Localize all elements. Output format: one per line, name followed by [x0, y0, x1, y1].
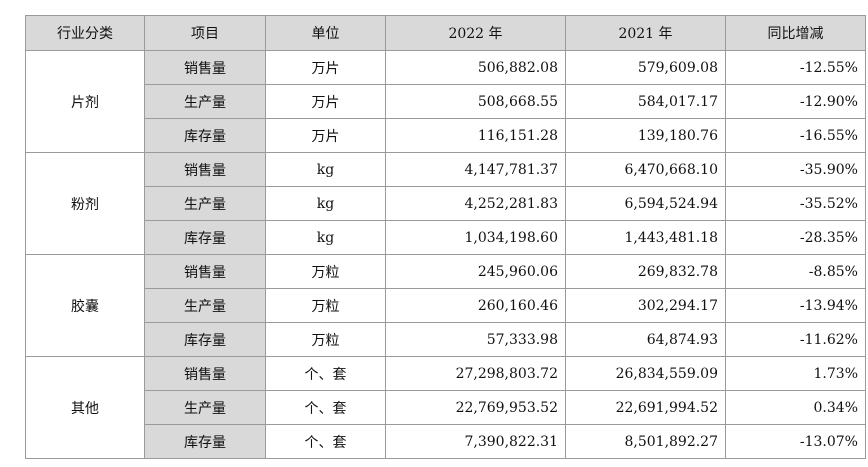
value-2021-cell: 6,594,524.94 — [565, 186, 726, 221]
value-2022-cell: 27,298,803.72 — [385, 356, 566, 391]
item-cell: 销售量 — [144, 152, 266, 187]
unit-cell: 万片 — [265, 50, 386, 85]
item-cell: 生产量 — [144, 84, 266, 119]
unit-cell: 万粒 — [265, 288, 386, 323]
value-2021-cell: 8,501,892.27 — [565, 424, 726, 459]
unit-cell: kg — [265, 152, 386, 187]
yoy-cell: -12.90% — [725, 84, 866, 119]
value-2021-cell: 579,609.08 — [565, 50, 726, 85]
value-2022-cell: 116,151.28 — [385, 118, 566, 153]
value-2021-cell: 302,294.17 — [565, 288, 726, 323]
unit-cell: 万粒 — [265, 254, 386, 289]
item-cell: 生产量 — [144, 288, 266, 323]
value-2022-cell: 260,160.46 — [385, 288, 566, 323]
header-2022: 2022 年 — [385, 15, 566, 51]
yoy-cell: -35.52% — [725, 186, 866, 221]
value-2021-cell: 22,691,994.52 — [565, 390, 726, 425]
header-unit: 单位 — [265, 15, 386, 51]
header-item: 项目 — [144, 15, 266, 51]
unit-cell: kg — [265, 186, 386, 221]
item-cell: 库存量 — [144, 220, 266, 255]
yoy-cell: -8.85% — [725, 254, 866, 289]
table-row: 生产量 万粒 260,160.46 302,294.17 -13.94% — [26, 288, 866, 323]
item-cell: 销售量 — [144, 50, 266, 85]
header-yoy: 同比增减 — [725, 15, 866, 51]
table-row: 库存量 万片 116,151.28 139,180.76 -16.55% — [26, 118, 866, 153]
header-row: 行业分类 项目 单位 2022 年 2021 年 同比增减 — [25, 15, 866, 51]
value-2021-cell: 584,017.17 — [565, 84, 726, 119]
value-2022-cell: 245,960.06 — [385, 254, 566, 289]
yoy-cell: -16.55% — [725, 118, 866, 153]
table-row: 库存量 个、套 7,390,822.31 8,501,892.27 -13.07… — [26, 424, 866, 459]
table-row: 粉剂 销售量 kg 4,147,781.37 6,470,668.10 -35.… — [25, 152, 866, 255]
value-2022-cell: 508,668.55 — [385, 84, 566, 119]
unit-cell: 个、套 — [265, 390, 386, 425]
value-2021-cell: 139,180.76 — [565, 118, 726, 153]
value-2022-cell: 4,252,281.83 — [385, 186, 566, 221]
value-2021-cell: 64,874.93 — [565, 322, 726, 357]
yoy-cell: -11.62% — [725, 322, 866, 357]
category-cell: 粉剂 — [25, 152, 145, 255]
table-row: 库存量 kg 1,034,198.60 1,443,481.18 -28.35% — [26, 220, 866, 255]
unit-cell: 个、套 — [265, 356, 386, 391]
table-row: 片剂 销售量 万片 506,882.08 579,609.08 -12.55% — [25, 50, 866, 153]
unit-cell: 万片 — [265, 118, 386, 153]
yoy-cell: -35.90% — [725, 152, 866, 187]
value-2021-cell: 6,470,668.10 — [565, 152, 726, 187]
category-cell: 其他 — [25, 356, 145, 459]
table-row: 其他 销售量 个、套 27,298,803.72 26,834,559.09 1… — [25, 356, 866, 459]
value-2022-cell: 506,882.08 — [385, 50, 566, 85]
value-2022-cell: 22,769,953.52 — [385, 390, 566, 425]
unit-cell: 万片 — [265, 84, 386, 119]
yoy-cell: 1.73% — [725, 356, 866, 391]
value-2022-cell: 7,390,822.31 — [385, 424, 566, 459]
header-2021: 2021 年 — [565, 15, 726, 51]
category-cell: 胶囊 — [25, 254, 145, 357]
item-cell: 生产量 — [144, 186, 266, 221]
yoy-cell: -12.55% — [725, 50, 866, 85]
yoy-cell: -13.94% — [725, 288, 866, 323]
table-row: 胶囊 销售量 万粒 245,960.06 269,832.78 -8.85% — [25, 254, 866, 357]
value-2021-cell: 26,834,559.09 — [565, 356, 726, 391]
value-2022-cell: 57,333.98 — [385, 322, 566, 357]
value-2022-cell: 4,147,781.37 — [385, 152, 566, 187]
table-row: 库存量 万粒 57,333.98 64,874.93 -11.62% — [26, 322, 866, 357]
production-sales-table: 行业分类 项目 单位 2022 年 2021 年 同比增减 片剂 销售量 万片 … — [25, 15, 866, 459]
item-cell: 库存量 — [144, 424, 266, 459]
item-cell: 库存量 — [144, 118, 266, 153]
value-2021-cell: 1,443,481.18 — [565, 220, 726, 255]
item-cell: 销售量 — [144, 356, 266, 391]
value-2022-cell: 1,034,198.60 — [385, 220, 566, 255]
yoy-cell: -28.35% — [725, 220, 866, 255]
table-row: 生产量 个、套 22,769,953.52 22,691,994.52 0.34… — [26, 390, 866, 425]
value-2021-cell: 269,832.78 — [565, 254, 726, 289]
unit-cell: 个、套 — [265, 424, 386, 459]
category-cell: 片剂 — [25, 50, 145, 153]
item-cell: 销售量 — [144, 254, 266, 289]
item-cell: 生产量 — [144, 390, 266, 425]
header-category: 行业分类 — [25, 15, 145, 51]
table-row: 生产量 kg 4,252,281.83 6,594,524.94 -35.52% — [26, 186, 866, 221]
item-cell: 库存量 — [144, 322, 266, 357]
unit-cell: kg — [265, 220, 386, 255]
unit-cell: 万粒 — [265, 322, 386, 357]
yoy-cell: 0.34% — [725, 390, 866, 425]
yoy-cell: -13.07% — [725, 424, 866, 459]
table-row: 生产量 万片 508,668.55 584,017.17 -12.90% — [26, 84, 866, 119]
